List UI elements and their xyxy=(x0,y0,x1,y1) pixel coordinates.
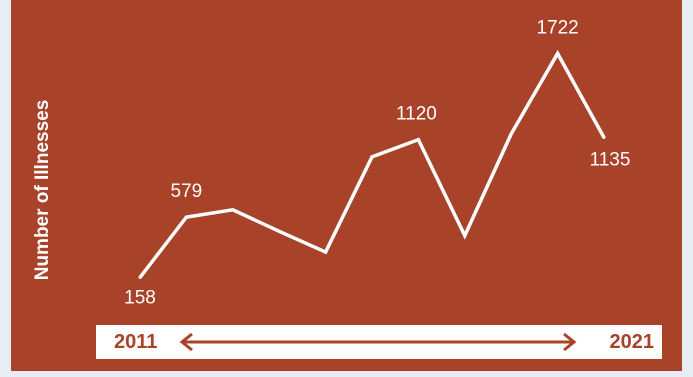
data-point-2017 xyxy=(416,138,420,142)
data-point-2016 xyxy=(370,155,374,159)
timeline-bar: 2011 2021 xyxy=(96,325,662,359)
series-line xyxy=(138,49,606,279)
data-label-2021: 1135 xyxy=(590,150,631,171)
data-point-2015 xyxy=(324,250,328,254)
data-point-2014 xyxy=(277,229,281,233)
double-arrow-icon xyxy=(179,332,577,352)
data-point-2021 xyxy=(602,136,606,140)
data-label-2011: 158 xyxy=(124,287,156,308)
data-labels-group: 158 579 1120 1722 1135 xyxy=(124,17,630,308)
data-point-2019 xyxy=(509,132,513,136)
data-point-2011 xyxy=(138,275,142,279)
data-point-2018 xyxy=(463,234,467,238)
data-point-2020 xyxy=(556,51,560,55)
series-group xyxy=(138,49,606,279)
data-label-2020: 1722 xyxy=(536,17,578,38)
data-label-2017: 1120 xyxy=(396,104,437,125)
timeline-end-year: 2021 xyxy=(609,331,655,353)
data-point-2012 xyxy=(184,215,188,219)
chart-panel xyxy=(11,0,682,371)
data-point-2013 xyxy=(231,208,235,212)
timeline-start-year: 2011 xyxy=(114,331,158,353)
data-label-2012: 579 xyxy=(171,181,203,202)
